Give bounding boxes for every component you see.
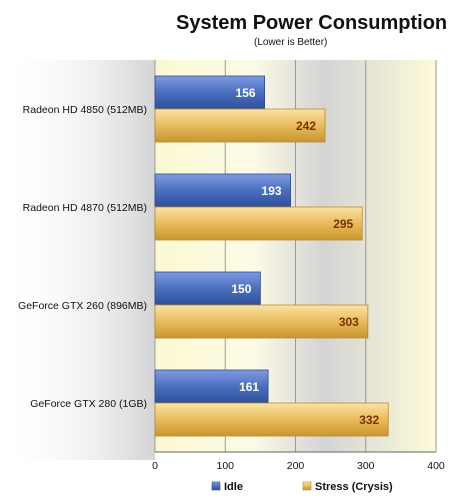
x-tick-label: 300 xyxy=(357,460,375,472)
category-label: Radeon HD 4850 (512MB) xyxy=(23,104,147,116)
bar-idle xyxy=(154,173,291,208)
data-label: 332 xyxy=(359,413,379,427)
category-label: GeForce GTX 280 (1GB) xyxy=(30,398,147,410)
x-tick-label: 400 xyxy=(427,460,445,472)
x-tick-label: 100 xyxy=(216,460,234,472)
legend-label: Stress (Crysis) xyxy=(315,481,393,493)
bar-idle xyxy=(154,271,261,306)
category-label: GeForce GTX 260 (896MB) xyxy=(18,300,147,312)
x-tick-label: 0 xyxy=(152,460,158,472)
data-label: 161 xyxy=(239,380,259,394)
left-shade xyxy=(0,60,155,460)
data-label: 295 xyxy=(333,217,353,231)
data-label: 242 xyxy=(296,119,316,133)
chart-subtitle: (Lower is Better) xyxy=(254,37,328,48)
bar-idle xyxy=(154,75,265,110)
bar-stress xyxy=(154,304,369,339)
legend-swatch-idle xyxy=(211,481,221,491)
legend: Idle Stress (Crysis) xyxy=(211,481,393,493)
chart-title: System Power Consumption xyxy=(176,12,448,34)
data-label: 303 xyxy=(339,315,359,329)
legend-label: Idle xyxy=(224,481,243,493)
bars xyxy=(154,75,389,437)
data-label: 150 xyxy=(231,282,251,296)
data-label: 193 xyxy=(262,184,282,198)
bar-stress xyxy=(154,108,326,143)
bar-stress xyxy=(154,206,363,241)
bar-idle xyxy=(154,369,269,404)
labels: 0 100 200 300 400 Radeon HD 4850 (512MB) 156 24… xyxy=(18,86,445,472)
bar-stress xyxy=(154,402,389,437)
legend-swatch-stress xyxy=(302,481,312,491)
x-tick-label: 200 xyxy=(287,460,305,472)
category-label: Radeon HD 4870 (512MB) xyxy=(23,202,147,214)
data-label: 156 xyxy=(236,86,256,100)
